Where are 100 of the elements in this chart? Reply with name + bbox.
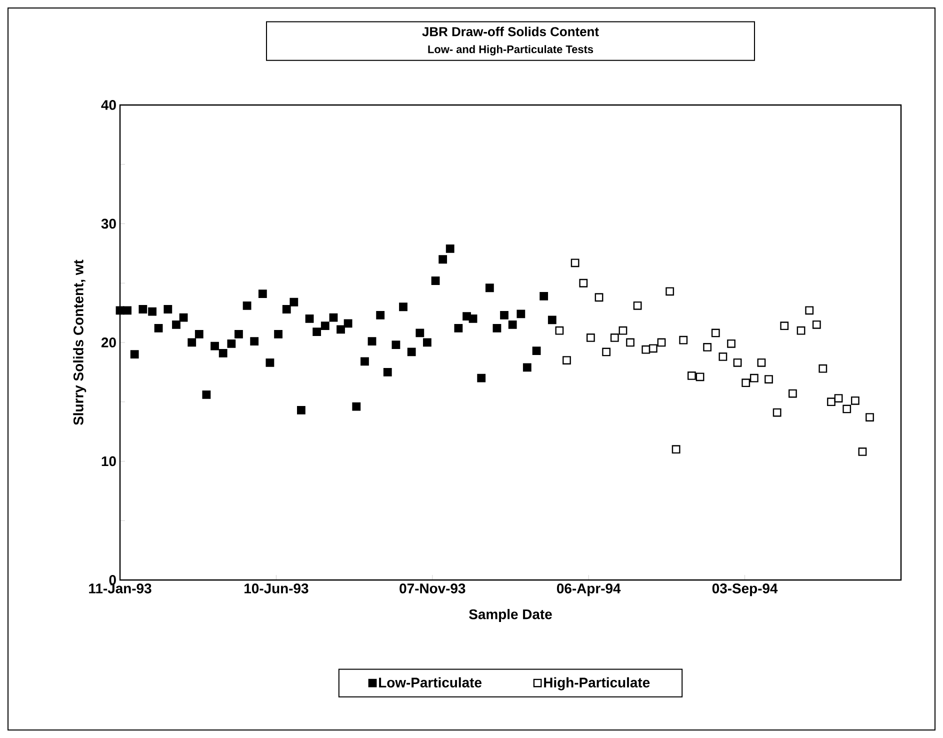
point — [438, 255, 448, 264]
point — [468, 314, 478, 323]
point — [633, 301, 642, 310]
point — [416, 328, 424, 338]
point — [454, 324, 463, 332]
point — [368, 337, 376, 346]
y-tick-label: 40 — [101, 100, 116, 110]
point — [618, 326, 628, 335]
point — [376, 310, 385, 320]
point — [602, 348, 611, 356]
point — [562, 356, 571, 364]
point — [750, 374, 758, 382]
point — [812, 320, 821, 329]
point — [610, 334, 619, 342]
point — [508, 320, 517, 329]
point — [858, 448, 867, 456]
point — [834, 394, 843, 402]
point — [274, 330, 282, 338]
x-axis-title: Sample Date — [469, 608, 552, 622]
point — [548, 316, 556, 324]
point — [210, 342, 219, 350]
point — [227, 339, 236, 348]
point — [757, 358, 766, 367]
x-tick-label: 06-Apr-94 — [556, 583, 621, 596]
point — [586, 334, 595, 342]
point — [540, 292, 548, 300]
point — [485, 284, 494, 292]
point — [383, 368, 392, 376]
point — [399, 302, 408, 312]
x-tick-label: 10-Jun-93 — [244, 583, 308, 594]
point — [154, 324, 163, 332]
point — [148, 307, 156, 316]
point — [297, 406, 306, 414]
point — [788, 389, 797, 398]
point — [764, 375, 773, 384]
point — [194, 330, 204, 338]
point — [570, 258, 580, 268]
point — [329, 313, 338, 322]
point — [642, 345, 650, 354]
point — [305, 314, 314, 323]
point — [733, 358, 742, 367]
point — [500, 310, 508, 320]
chart-subtitle: Low- and High-Particulate Tests — [428, 45, 594, 56]
point — [477, 374, 486, 382]
point — [179, 313, 188, 322]
x-tick-label: 11-Jan-93 — [89, 583, 152, 594]
point — [172, 320, 180, 329]
point — [431, 276, 440, 285]
point — [666, 287, 674, 296]
point — [320, 322, 330, 330]
point — [290, 298, 298, 306]
point — [250, 337, 259, 346]
point — [696, 372, 704, 382]
point — [188, 338, 196, 347]
point — [772, 408, 782, 417]
point — [516, 310, 526, 318]
x-tick-label: 07-Nov-93 — [400, 583, 466, 594]
point — [234, 330, 243, 338]
point — [555, 326, 564, 335]
point — [218, 348, 228, 358]
point — [672, 445, 680, 454]
x-tick-label: 03-Sep-94 — [712, 583, 778, 596]
point — [360, 357, 369, 366]
point — [866, 413, 874, 422]
y-tick-label: 10 — [102, 456, 116, 466]
point — [711, 328, 720, 338]
point — [657, 338, 666, 347]
point — [796, 326, 806, 335]
y-axis-title: Slurry Solids Content, wt — [73, 260, 86, 425]
point — [492, 324, 502, 332]
point — [164, 305, 172, 314]
point — [687, 372, 696, 380]
point — [266, 358, 274, 367]
point — [282, 305, 291, 314]
legend-label: High-Particulate — [544, 677, 650, 690]
point — [336, 325, 345, 334]
point — [850, 396, 860, 405]
point — [594, 293, 604, 302]
point — [780, 322, 789, 330]
point — [679, 336, 688, 344]
point — [579, 278, 588, 288]
point — [703, 343, 712, 352]
point — [392, 340, 400, 350]
point — [352, 402, 361, 411]
point — [423, 338, 432, 347]
point — [727, 339, 736, 348]
point — [202, 390, 211, 399]
point — [138, 305, 148, 314]
point — [742, 378, 750, 388]
point — [344, 319, 352, 328]
point — [626, 338, 634, 347]
point — [842, 404, 852, 414]
point — [312, 328, 322, 336]
point — [258, 290, 267, 298]
y-tick-label: 30 — [101, 218, 116, 229]
point — [718, 352, 728, 361]
point — [522, 363, 532, 372]
point — [130, 350, 139, 359]
point — [648, 344, 658, 353]
point — [805, 306, 814, 315]
